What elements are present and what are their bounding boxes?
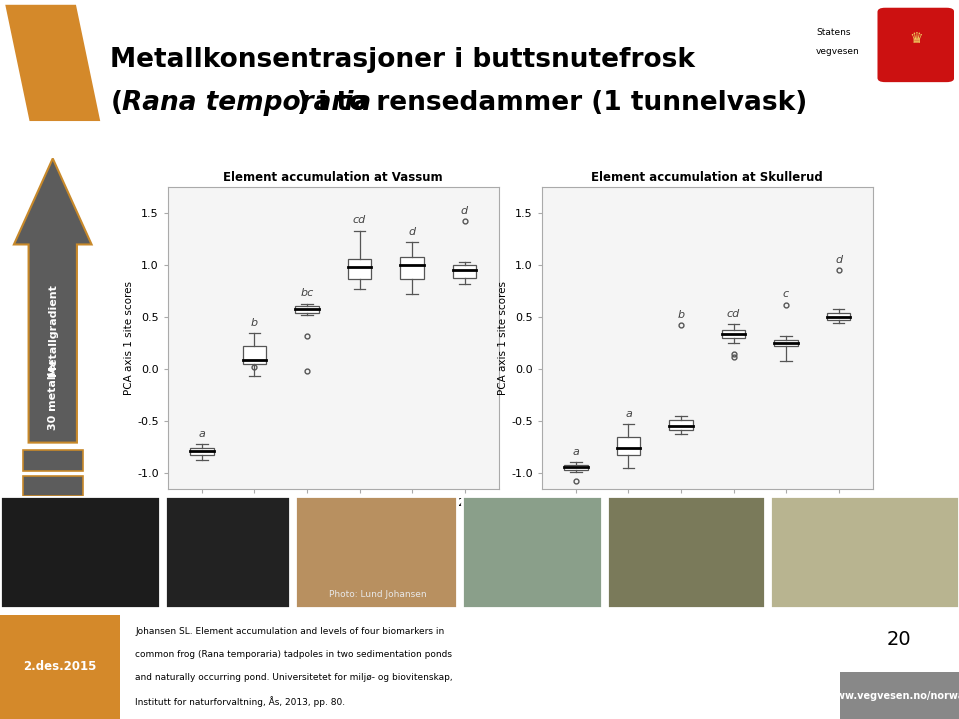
X-axis label: Week: Week [317,513,349,526]
Text: c: c [783,290,789,299]
Text: 2.des.2015: 2.des.2015 [23,660,97,674]
X-axis label: Week: Week [691,513,723,526]
Text: a: a [573,446,579,457]
Y-axis label: PCA axis 1 site scores: PCA axis 1 site scores [499,281,508,395]
Text: a: a [625,409,632,419]
Text: bc: bc [300,288,314,298]
Text: b: b [677,310,685,320]
Text: cd: cd [727,309,740,319]
Bar [607,496,765,608]
Bar [348,259,371,278]
Bar [295,496,457,608]
Bar [22,475,82,496]
Bar [190,449,214,454]
Title: Element accumulation at Skullerud: Element accumulation at Skullerud [592,171,823,184]
Bar [722,329,745,338]
Bar [165,496,290,608]
Bar [840,672,959,719]
Bar [774,340,798,347]
Bar [22,500,82,521]
Polygon shape [13,158,91,443]
Bar [462,496,602,608]
FancyBboxPatch shape [877,8,954,82]
Bar [564,465,588,470]
Text: ) i to rensedammer (1 tunnelvask): ) i to rensedammer (1 tunnelvask) [297,90,807,116]
Text: Rana temporaria: Rana temporaria [122,90,371,116]
Text: and naturally occurring pond. Universitetet for miljø- og biovitenskap,: and naturally occurring pond. Universite… [135,673,453,682]
Text: common frog (Rana temporaria) tadpoles in two sedimentation ponds: common frog (Rana temporaria) tadpoles i… [135,650,452,659]
Text: Institutt for naturforvaltning, Ås, 2013, pp. 80.: Institutt for naturforvaltning, Ås, 2013… [135,696,345,707]
Bar [0,496,160,608]
Text: b: b [251,318,258,328]
Bar [295,306,318,313]
Polygon shape [6,5,100,121]
Bar [669,420,692,429]
Text: 20: 20 [887,631,911,649]
Text: d: d [409,227,415,237]
Bar [770,496,959,608]
Bar [22,451,82,471]
Text: vegvesen: vegvesen [816,47,860,56]
Text: a: a [199,429,205,439]
Bar [827,313,851,320]
Bar [243,347,267,364]
Text: 30 metaller: 30 metaller [48,358,58,430]
Bar [400,257,424,278]
Text: d: d [835,255,842,265]
Text: d: d [461,206,468,216]
Text: Statens: Statens [816,28,851,37]
Bar [0,615,120,719]
Text: Metallkonsentrasjoner i buttsnutefrosk: Metallkonsentrasjoner i buttsnutefrosk [110,47,695,73]
Bar [453,265,477,278]
Text: www.vegvesen.no/norwat: www.vegvesen.no/norwat [828,691,959,701]
Title: Element accumulation at Vassum: Element accumulation at Vassum [223,171,443,184]
Bar [617,437,641,454]
Text: cd: cd [353,216,366,226]
Text: (: ( [110,90,123,116]
Text: ♛: ♛ [909,31,923,46]
Bar [120,615,840,719]
Text: Metallgradient: Metallgradient [48,285,58,376]
Text: Johansen SL. Element accumulation and levels of four biomarkers in: Johansen SL. Element accumulation and le… [135,627,444,636]
Y-axis label: PCA axis 1 site scores: PCA axis 1 site scores [125,281,134,395]
Bar [840,615,959,672]
Text: Photo: Lund Johansen: Photo: Lund Johansen [329,590,427,599]
